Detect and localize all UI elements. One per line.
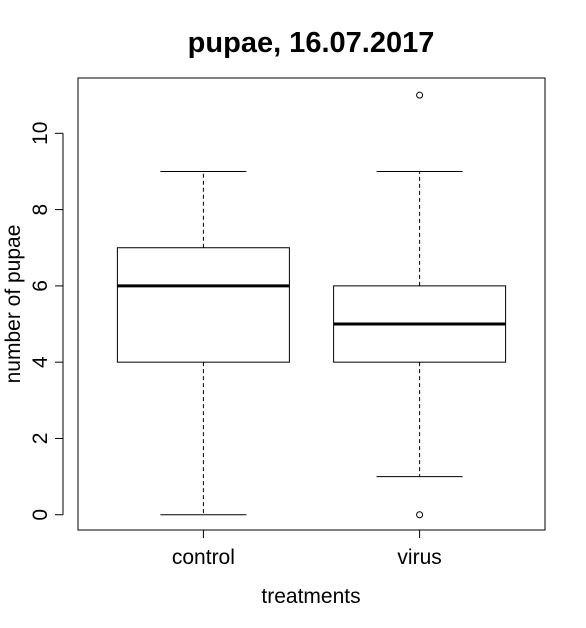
y-tick-label-10: 10 [29,122,52,145]
y-tick-label-0: 0 [29,509,52,521]
box-control [116,170,290,516]
x-axis: control virus [172,529,442,569]
x-axis-label: treatments [261,585,360,608]
chart-title: pupae, 16.07.2017 [188,27,435,59]
outlier-virus-1 [416,91,424,99]
outlier-virus-0 [416,511,424,519]
y-axis-label: number of pupae [2,225,25,384]
y-tick-label-2: 2 [29,433,52,445]
box-series [116,91,507,519]
y-tick-label-6: 6 [29,280,52,292]
y-axis: 0 2 4 6 8 10 [29,122,64,521]
y-tick-label-4: 4 [29,356,52,368]
x-tick-label-control: control [172,546,235,569]
x-tick-label-virus: virus [397,546,441,569]
iqr-box-control [116,247,290,363]
box-virus [333,91,507,519]
y-tick-label-8: 8 [29,204,52,216]
